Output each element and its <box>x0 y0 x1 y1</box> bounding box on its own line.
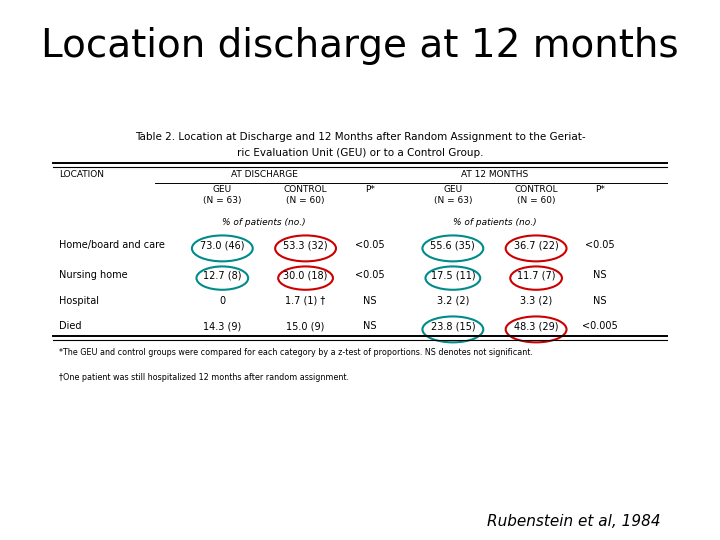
Text: †One patient was still hospitalized 12 months after random assignment.: †One patient was still hospitalized 12 m… <box>59 373 349 382</box>
Text: 1.7 (1) †: 1.7 (1) † <box>285 296 325 306</box>
Text: *The GEU and control groups were compared for each category by a z-test of propo: *The GEU and control groups were compare… <box>59 348 533 357</box>
Text: 14.3 (9): 14.3 (9) <box>203 321 241 332</box>
Text: 30.0 (18): 30.0 (18) <box>284 270 328 280</box>
Text: 0: 0 <box>220 296 225 306</box>
Text: % of patients (no.): % of patients (no.) <box>453 218 536 227</box>
Text: 17.5 (11): 17.5 (11) <box>431 270 475 280</box>
Text: 48.3 (29): 48.3 (29) <box>514 321 558 332</box>
Text: Home/board and care: Home/board and care <box>59 240 165 251</box>
Text: 73.0 (46): 73.0 (46) <box>200 240 245 251</box>
Text: Died: Died <box>59 321 81 332</box>
Text: 23.8 (15): 23.8 (15) <box>431 321 475 332</box>
Text: <0.05: <0.05 <box>355 240 384 251</box>
Text: Table 2. Location at Discharge and 12 Months after Random Assignment to the Geri: Table 2. Location at Discharge and 12 Mo… <box>135 132 585 143</box>
Text: 12.7 (8): 12.7 (8) <box>203 270 242 280</box>
Text: 3.2 (2): 3.2 (2) <box>436 296 469 306</box>
Text: NS: NS <box>363 296 377 306</box>
Text: NS: NS <box>593 296 607 306</box>
Text: 53.3 (32): 53.3 (32) <box>283 240 328 251</box>
Text: % of patients (no.): % of patients (no.) <box>222 218 306 227</box>
Text: 36.7 (22): 36.7 (22) <box>514 240 559 251</box>
Text: CONTROL
(N = 60): CONTROL (N = 60) <box>284 185 328 205</box>
Text: 55.6 (35): 55.6 (35) <box>431 240 475 251</box>
Text: LOCATION: LOCATION <box>59 170 104 179</box>
Text: P*: P* <box>595 185 605 194</box>
Text: NS: NS <box>593 270 607 280</box>
Text: GEU
(N = 63): GEU (N = 63) <box>433 185 472 205</box>
Text: 15.0 (9): 15.0 (9) <box>287 321 325 332</box>
Text: AT 12 MONTHS: AT 12 MONTHS <box>461 170 528 179</box>
Text: Hospital: Hospital <box>59 296 99 306</box>
Text: AT DISCHARGE: AT DISCHARGE <box>230 170 297 179</box>
Text: Nursing home: Nursing home <box>59 270 127 280</box>
Text: 3.3 (2): 3.3 (2) <box>520 296 552 306</box>
Text: ric Evaluation Unit (GEU) or to a Control Group.: ric Evaluation Unit (GEU) or to a Contro… <box>237 148 483 159</box>
Text: CONTROL
(N = 60): CONTROL (N = 60) <box>514 185 558 205</box>
Text: <0.005: <0.005 <box>582 321 618 332</box>
Text: Location discharge at 12 months: Location discharge at 12 months <box>41 27 679 65</box>
Text: <0.05: <0.05 <box>585 240 615 251</box>
Text: P*: P* <box>364 185 374 194</box>
Text: GEU
(N = 63): GEU (N = 63) <box>203 185 242 205</box>
Text: Rubenstein et al, 1984: Rubenstein et al, 1984 <box>487 514 661 529</box>
Text: 11.7 (7): 11.7 (7) <box>517 270 555 280</box>
Text: NS: NS <box>363 321 377 332</box>
Text: <0.05: <0.05 <box>355 270 384 280</box>
